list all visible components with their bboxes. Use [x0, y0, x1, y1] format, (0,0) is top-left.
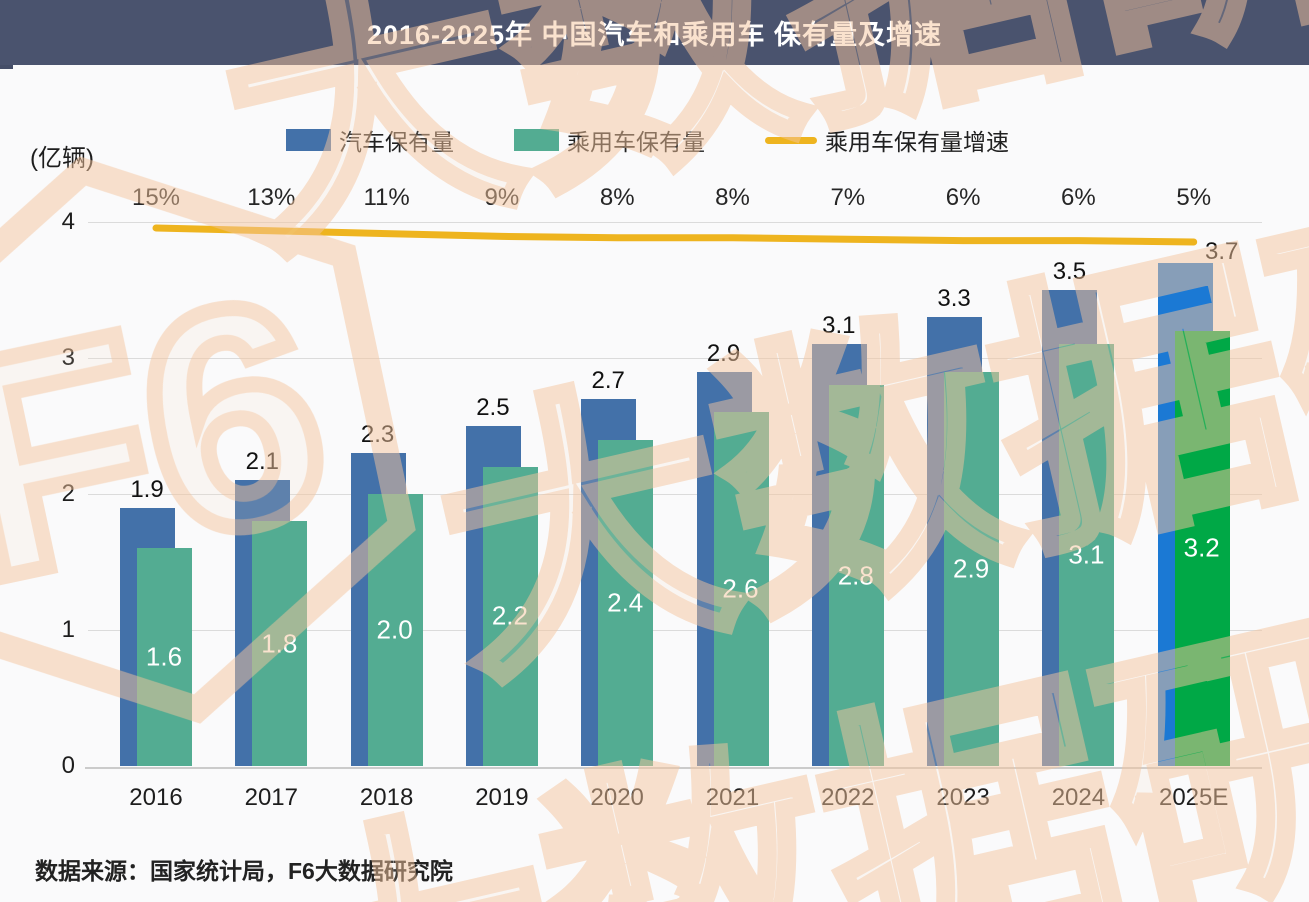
passenger-ownership-bar-2022 [828, 385, 884, 766]
passenger-value-label-2020: 2.4 [607, 587, 644, 618]
legend-swatch-car-ownership [286, 129, 331, 151]
x-axis-label-2016: 2016 [129, 784, 183, 811]
car-value-label-2020: 2.7 [591, 366, 625, 394]
growth-pct-label-2018: 11% [363, 184, 410, 211]
car-value-label-2018: 2.3 [360, 421, 395, 449]
growth-pct-label-2025E: 5% [1176, 184, 1212, 211]
passenger-ownership-bar-2019 [482, 466, 538, 766]
x-axis-label-2020: 2020 [590, 784, 644, 811]
growth-pct-label-2016: 15% [131, 184, 181, 211]
x-axis-label-2019: 2019 [475, 784, 529, 811]
passenger-value-label-2019: 2.2 [491, 600, 528, 631]
passenger-ownership-bar-2023 [944, 371, 1000, 766]
passenger-value-label-2021: 2.6 [722, 573, 759, 604]
x-axis-label-2022: 2022 [821, 784, 875, 811]
passenger-value-label-2022: 2.8 [837, 560, 874, 591]
passenger-value-label-2018: 2.0 [376, 614, 413, 645]
passenger-value-label-2016: 1.6 [145, 641, 183, 672]
title-bar: 2016-2025年 中国汽车和乘用车 保有量及增速 [0, 0, 1309, 65]
car-value-label-2025E: 3.7 [1205, 237, 1239, 265]
growth-pct-label-2020: 8% [599, 184, 635, 211]
passenger-value-label-2024: 3.1 [1068, 539, 1105, 570]
passenger-ownership-bar-2024 [1059, 344, 1115, 766]
y-tick-label-1: 1 [61, 616, 75, 643]
car-value-label-2017: 2.1 [245, 448, 279, 476]
legend-label-passenger-ownership: 乘用车保有量 [567, 129, 705, 155]
legend-label-growth-rate: 乘用车保有量增速 [825, 129, 1009, 155]
car-value-label-2022: 3.1 [822, 312, 856, 340]
legend-swatch-growth-line [765, 136, 817, 144]
x-axis-label-2025E: 2025E [1158, 784, 1229, 811]
y-tick-label-3: 3 [61, 344, 75, 371]
growth-pct-label-2024: 6% [1061, 184, 1096, 211]
growth-rate-line [152, 224, 1198, 246]
passenger-value-label-2023: 2.9 [953, 553, 990, 584]
growth-pct-label-2017: 13% [247, 184, 296, 211]
chart-title: 2016-2025年 中国汽车和乘用车 保有量及增速 [366, 20, 943, 50]
growth-pct-label-2019: 9% [484, 184, 520, 211]
legend-item-car-ownership: 汽车保有量 [286, 123, 454, 157]
car-value-label-2023: 3.3 [937, 285, 971, 313]
car-value-label-2016: 1.9 [130, 475, 164, 503]
gridline-1 [88, 630, 1262, 631]
gridline-3 [88, 358, 1262, 359]
growth-pct-label-2021: 8% [715, 184, 750, 211]
gridline-4 [88, 222, 1262, 223]
source-note: 数据来源：国家统计局，F6大数据研究院 [35, 858, 453, 884]
passenger-ownership-bar-2021 [713, 412, 769, 766]
passenger-ownership-bar-2020 [598, 439, 654, 766]
growth-pct-label-2023: 6% [945, 184, 981, 211]
car-value-label-2024: 3.5 [1052, 258, 1087, 285]
gridline-2 [88, 494, 1262, 495]
x-axis-label-2017: 2017 [244, 784, 298, 811]
y-tick-label-4: 4 [61, 208, 75, 235]
legend-item-growth-rate: 乘用车保有量增速 [765, 123, 1009, 157]
y-tick-label-0: 0 [61, 752, 75, 779]
x-axis-label-2021: 2021 [705, 784, 760, 811]
y-axis-unit-label: (亿辆) [30, 145, 94, 172]
y-tick-label-2: 2 [61, 480, 75, 507]
x-axis-label-2024: 2024 [1051, 784, 1106, 811]
car-value-label-2021: 2.9 [706, 339, 741, 367]
growth-pct-label-2022: 7% [830, 184, 866, 211]
legend-swatch-passenger-ownership [514, 129, 559, 151]
passenger-value-label-2017: 1.8 [261, 628, 298, 659]
x-axis-label-2023: 2023 [936, 784, 990, 811]
legend-item-passenger-ownership: 乘用车保有量 [514, 123, 705, 157]
passenger-ownership-bar-2025E [1174, 330, 1230, 766]
x-axis-line [85, 767, 1262, 769]
x-axis-label-2018: 2018 [359, 784, 414, 811]
car-value-label-2019: 2.5 [476, 394, 510, 421]
passenger-value-label-2025E: 3.2 [1183, 532, 1220, 563]
legend-label-car-ownership: 汽车保有量 [339, 129, 454, 155]
